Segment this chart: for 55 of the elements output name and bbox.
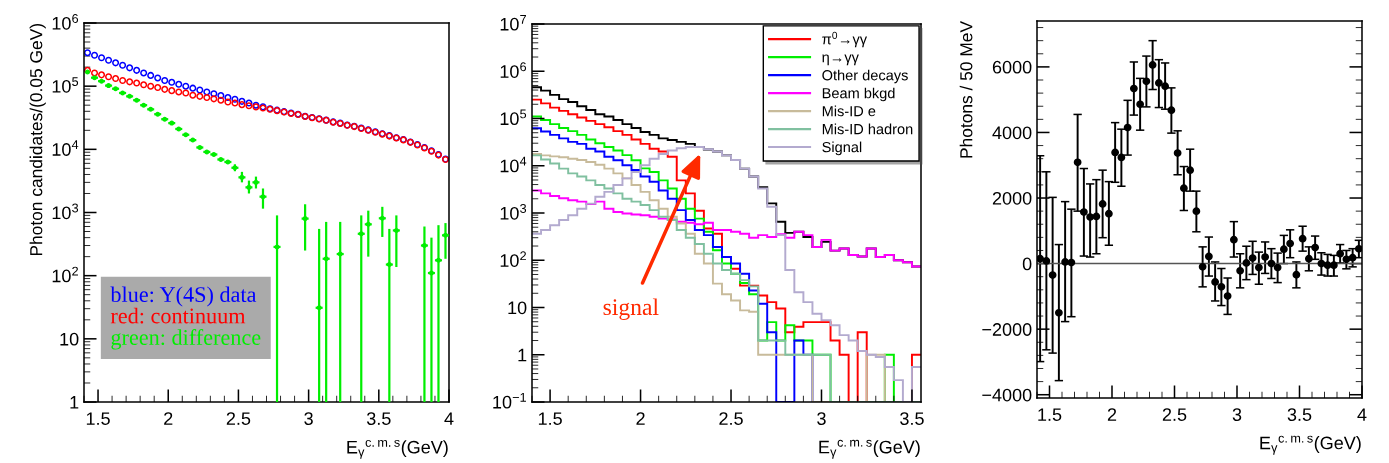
x-tick-label: 2.5 [719,412,743,425]
x-tick-label: 1.5 [86,412,110,425]
annotation: signal [603,298,659,320]
legend-label: Mis-ID e [822,105,876,117]
x-tick-label: 1.5 [538,412,562,425]
y-tick-label: 10$^{4}$ [500,156,527,173]
x-axis-title: E$_{γ}$$^{c.m.s}$(GeV) [819,439,920,459]
x-axis-title: E$_{γ}$$^{c.m.s}$(GeV) [1260,435,1361,455]
y-tick-label: 6000 [992,60,1032,74]
x-tick-label: 1.5 [1038,408,1062,421]
y-tick-label: 10$^{4}$ [52,140,79,156]
text: red: continuum [110,307,246,324]
legend-label: Mis-ID hadron [822,123,913,135]
y-tick-label: 10$^{5}$ [500,109,527,126]
text: blue: Υ(4S) data [110,286,257,307]
y-tick-label: 10$^{6}$ [500,62,527,78]
legend-label: Beam bkgd [822,87,895,102]
x-tick-label: 4 [1357,408,1367,421]
y-tick-label: 1 [518,348,527,362]
y-tick-label: 10$^{5}$ [52,77,79,93]
legend-label: π$^{0}$→γγ [822,31,868,48]
y-axis-title: Photon candidates/(0.05 GeV) [29,24,46,256]
x-axis-title: E$_{γ}$$^{c.m.s}$(GeV) [347,439,448,459]
y-tick-label: 10 [508,301,527,315]
y-tick-label: 10$^{6}$ [52,14,79,30]
y-tick-label: −4000 [982,388,1032,402]
y-tick-label: 10$^{7}$ [500,15,526,31]
x-tick-label: 3 [817,412,826,425]
x-tick-label: 3.5 [366,412,391,425]
y-tick-label: 0 [1022,257,1032,271]
legend-label: Other decays [822,69,908,84]
x-tick-label: 4 [444,412,454,425]
x-tick-label: 3.5 [1287,408,1312,421]
y-tick-label: 4000 [992,126,1032,140]
x-tick-label: 2 [636,412,645,425]
y-tick-label: 10$^{3}$ [500,204,527,220]
y-tick-label: 10$^{3}$ [52,203,79,220]
y-tick-label: 10$^{2}$ [52,266,78,283]
x-tick-label: 2.5 [226,412,251,425]
y-tick-label: 2000 [992,191,1032,205]
legend-label: η→γγ [822,54,859,66]
x-tick-label: 3 [304,412,313,425]
x-tick-label: 2 [164,412,173,425]
y-tick-label: 10$^{−1}$ [493,393,526,409]
x-tick-label: 2 [1107,408,1117,421]
x-tick-label: 3.5 [900,412,924,425]
y-tick-label: −2000 [982,323,1032,336]
x-tick-label: 3 [1232,408,1242,421]
legend-label: Signal [822,141,862,156]
y-tick-label: 10 [60,332,79,346]
y-axis-title: Photons / 50 MeV [959,21,973,158]
text: green: difference [111,329,261,350]
x-tick-label: 2.5 [1162,408,1187,421]
y-tick-label: 10$^{2}$ [500,251,526,267]
y-tick-label: 1 [70,396,79,409]
